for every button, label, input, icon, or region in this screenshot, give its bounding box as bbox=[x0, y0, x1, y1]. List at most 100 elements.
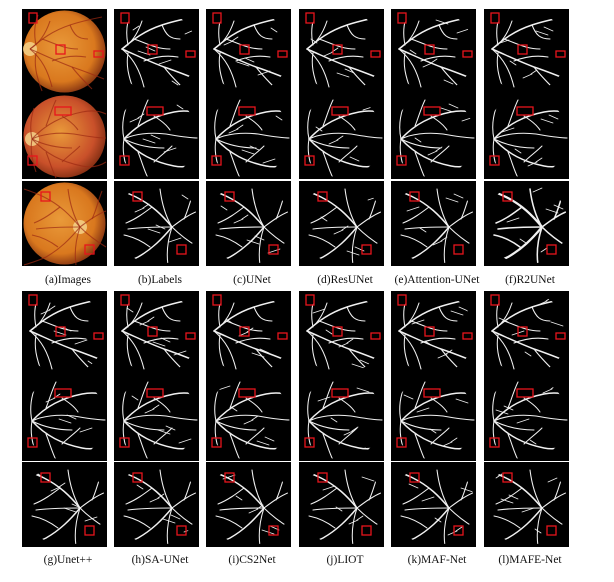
vessel-map bbox=[120, 12, 197, 92]
highlight-box bbox=[546, 525, 557, 536]
vessel-segmentation-image bbox=[484, 94, 569, 179]
highlight-box bbox=[176, 244, 187, 255]
vessel-segmentation-image bbox=[22, 376, 107, 461]
vessel-map bbox=[485, 187, 568, 265]
caption-r2unet: (f)R2UNet bbox=[505, 274, 555, 286]
highlight-box bbox=[517, 326, 528, 337]
highlight-box bbox=[317, 191, 328, 202]
highlight-box bbox=[146, 106, 164, 116]
vessel-map bbox=[211, 99, 290, 178]
vessel-map bbox=[490, 12, 567, 92]
highlight-box bbox=[462, 50, 473, 58]
vessel-segmentation-image bbox=[391, 181, 476, 266]
highlight-box bbox=[490, 294, 500, 306]
vessel-segmentation-image bbox=[206, 291, 291, 376]
vessel-segmentation-image bbox=[206, 181, 291, 266]
highlight-box bbox=[147, 44, 158, 55]
highlight-box bbox=[396, 155, 407, 166]
highlight-box bbox=[132, 191, 143, 202]
vessel-segmentation-image bbox=[391, 376, 476, 461]
vessel-map bbox=[207, 469, 290, 546]
caption-labels: (b)Labels bbox=[137, 274, 183, 286]
highlight-box bbox=[211, 155, 222, 166]
highlight-box bbox=[424, 326, 435, 337]
vessel-map bbox=[396, 381, 475, 460]
fundus-photo bbox=[23, 182, 107, 266]
vessel-map bbox=[397, 294, 474, 374]
vessel-map bbox=[490, 294, 567, 374]
highlight-box bbox=[490, 12, 500, 24]
vessel-map bbox=[120, 294, 197, 374]
highlight-box bbox=[55, 326, 66, 337]
highlight-box bbox=[212, 12, 222, 24]
highlight-box bbox=[397, 294, 407, 306]
highlight-box bbox=[305, 294, 315, 306]
vessel-segmentation-image bbox=[114, 9, 199, 94]
highlight-box bbox=[27, 437, 38, 448]
highlight-box bbox=[28, 294, 38, 306]
vessel-segmentation-image bbox=[484, 291, 569, 376]
vessel-map bbox=[28, 294, 105, 374]
vessel-segmentation-image bbox=[484, 181, 569, 266]
highlight-box bbox=[238, 106, 256, 116]
vessel-map bbox=[115, 469, 198, 546]
vessel-map bbox=[23, 469, 106, 546]
highlight-box bbox=[54, 106, 72, 116]
vessel-segmentation-image bbox=[114, 94, 199, 179]
vessel-map bbox=[305, 12, 382, 92]
highlight-box bbox=[268, 525, 279, 536]
highlight-box bbox=[424, 44, 435, 55]
highlight-box bbox=[211, 437, 222, 448]
highlight-box bbox=[176, 525, 187, 536]
fundus-image bbox=[22, 94, 107, 179]
vessel-map bbox=[119, 381, 198, 460]
vessel-segmentation-image bbox=[206, 94, 291, 179]
vessel-map bbox=[396, 99, 475, 178]
highlight-box bbox=[370, 50, 381, 58]
highlight-box bbox=[93, 332, 104, 340]
highlight-box bbox=[305, 12, 315, 24]
vessel-segmentation-image bbox=[206, 376, 291, 461]
highlight-box bbox=[239, 44, 250, 55]
caption-maf-net: (k)MAF-Net bbox=[407, 554, 467, 566]
caption-unetpp: (g)Unet++ bbox=[43, 554, 93, 566]
highlight-box bbox=[423, 388, 441, 398]
highlight-box bbox=[462, 332, 473, 340]
vessel-map bbox=[211, 381, 290, 460]
highlight-box bbox=[361, 244, 372, 255]
highlight-box bbox=[516, 388, 534, 398]
highlight-box bbox=[397, 12, 407, 24]
highlight-box bbox=[55, 44, 66, 55]
highlight-box bbox=[332, 44, 343, 55]
highlight-box bbox=[453, 525, 464, 536]
caption-sa-unet: (h)SA-UNet bbox=[131, 554, 189, 566]
vessel-segmentation-image bbox=[114, 291, 199, 376]
caption-unet: (c)UNet bbox=[233, 274, 271, 286]
highlight-box bbox=[423, 106, 441, 116]
vessel-segmentation-image bbox=[114, 462, 199, 547]
vessel-segmentation-image bbox=[114, 376, 199, 461]
vessel-segmentation-image bbox=[391, 94, 476, 179]
highlight-box bbox=[409, 191, 420, 202]
highlight-box bbox=[185, 332, 196, 340]
caption-attention-unet: (e)Attention-UNet bbox=[394, 274, 480, 286]
highlight-box bbox=[502, 191, 513, 202]
fundus-photo bbox=[23, 10, 106, 93]
highlight-box bbox=[146, 388, 164, 398]
highlight-box bbox=[120, 294, 130, 306]
vessel-map bbox=[300, 188, 383, 265]
highlight-box bbox=[119, 437, 130, 448]
highlight-box bbox=[27, 155, 38, 166]
vessel-segmentation-image bbox=[299, 376, 384, 461]
vessel-map bbox=[489, 99, 568, 178]
highlight-box bbox=[185, 50, 196, 58]
vessel-map bbox=[119, 99, 198, 178]
fundus-image bbox=[22, 181, 107, 266]
vessel-segmentation-image bbox=[114, 181, 199, 266]
highlight-box bbox=[28, 12, 38, 24]
vessel-segmentation-image bbox=[391, 9, 476, 94]
highlight-box bbox=[224, 191, 235, 202]
caption-mafe-net: (l)MAFE-Net bbox=[498, 554, 562, 566]
vessel-map bbox=[300, 469, 383, 546]
vessel-map bbox=[207, 188, 290, 265]
